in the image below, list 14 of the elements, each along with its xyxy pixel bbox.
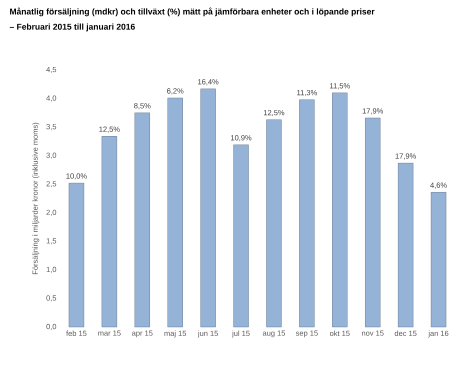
- bar: [134, 112, 150, 328]
- bar: [68, 182, 84, 328]
- bar: [430, 192, 446, 328]
- bar: [200, 88, 216, 328]
- chart-title: Månatlig försäljning (mdkr) och tillväxt (%) mätt på jämförbara enheter och i löpande priser: [10, 8, 375, 16]
- bar: [233, 144, 249, 328]
- bar: [266, 119, 282, 328]
- bar: [398, 162, 414, 328]
- bar: [365, 118, 380, 328]
- bar: [168, 98, 183, 328]
- chart-subtitle: – Februari 2015 till januari 2016: [10, 24, 135, 32]
- bar: [332, 92, 348, 328]
- bar: [299, 100, 315, 328]
- bar: [102, 136, 118, 328]
